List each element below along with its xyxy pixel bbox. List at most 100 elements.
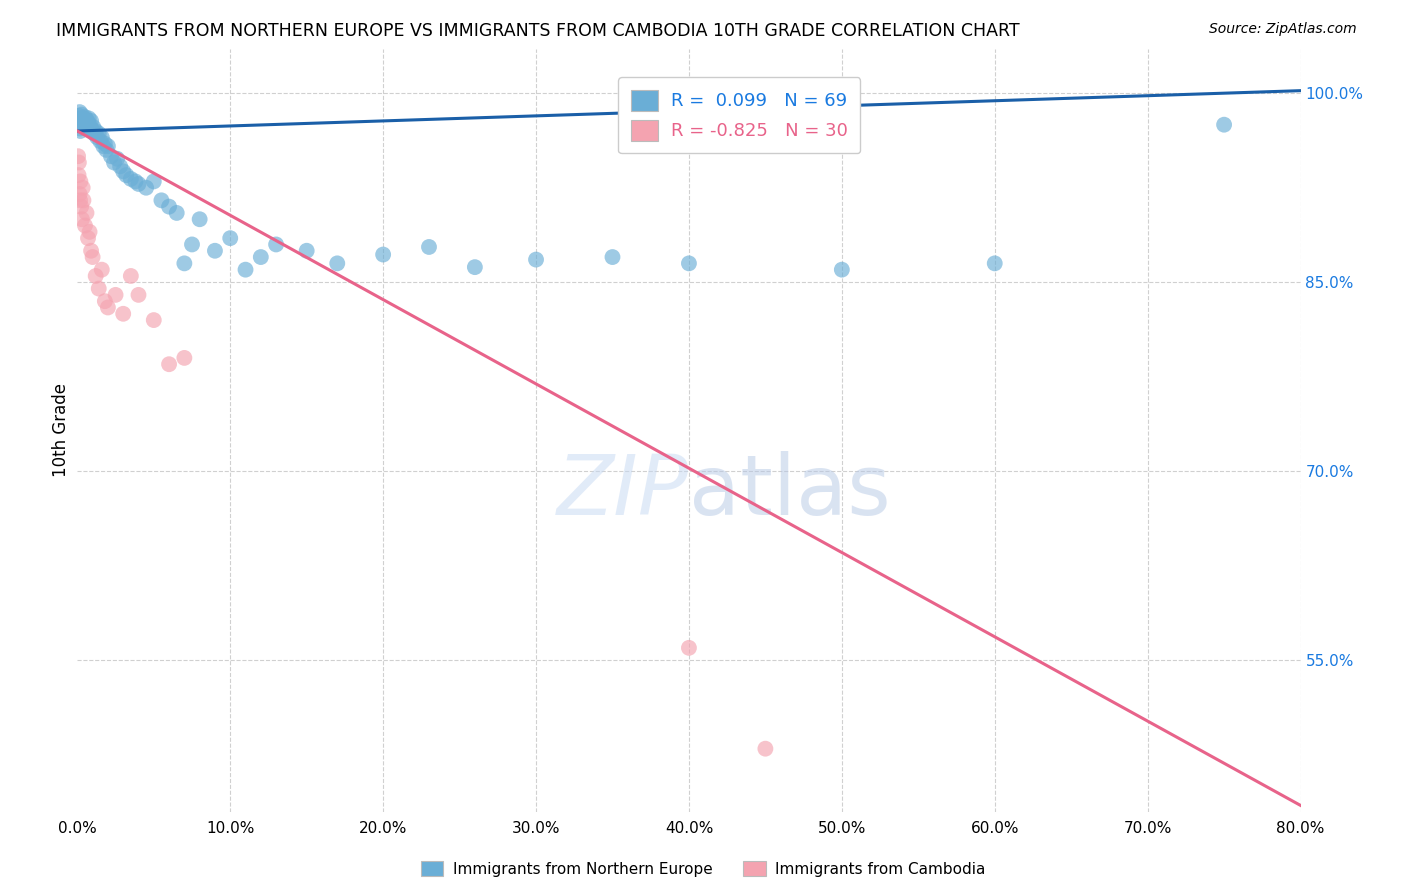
Point	[82, 250, 104, 264]
Point	[67, 168, 90, 182]
Point	[371, 247, 394, 261]
Point	[70, 212, 93, 227]
Point	[326, 256, 349, 270]
Point	[79, 225, 101, 239]
Point	[464, 260, 486, 274]
Point	[97, 301, 120, 315]
Point	[128, 288, 150, 302]
Point	[80, 244, 103, 258]
Point	[70, 118, 93, 132]
Legend: Immigrants from Northern Europe, Immigrants from Cambodia: Immigrants from Northern Europe, Immigra…	[413, 853, 993, 884]
Point	[72, 112, 94, 126]
Text: Source: ZipAtlas.com: Source: ZipAtlas.com	[1209, 22, 1357, 37]
Point	[602, 250, 624, 264]
Point	[69, 121, 91, 136]
Point	[188, 212, 211, 227]
Point	[77, 231, 100, 245]
Point	[94, 294, 117, 309]
Point	[173, 256, 195, 270]
Point	[67, 109, 90, 123]
Point	[166, 206, 188, 220]
Point	[100, 149, 122, 163]
Point	[150, 194, 173, 208]
Point	[142, 174, 165, 188]
Point	[73, 120, 96, 135]
Point	[70, 114, 93, 128]
Point	[77, 115, 100, 129]
Point	[97, 139, 120, 153]
Y-axis label: 10th Grade: 10th Grade	[52, 384, 70, 477]
Point	[90, 262, 112, 277]
Point	[204, 244, 226, 258]
Point	[524, 252, 547, 267]
Point	[82, 120, 104, 135]
Point	[104, 288, 127, 302]
Point	[89, 134, 111, 148]
Point	[142, 313, 165, 327]
Point	[90, 130, 112, 145]
Point	[295, 244, 318, 258]
Point	[69, 174, 91, 188]
Point	[76, 206, 98, 220]
Point	[80, 122, 103, 136]
Point	[67, 155, 90, 169]
Point	[112, 164, 135, 178]
Point	[69, 112, 91, 126]
Point	[82, 124, 104, 138]
Point	[418, 240, 440, 254]
Point	[87, 282, 110, 296]
Point	[72, 180, 94, 194]
Point	[96, 143, 118, 157]
Point	[75, 116, 97, 130]
Point	[264, 237, 287, 252]
Point	[83, 127, 105, 141]
Point	[87, 127, 110, 141]
Point	[157, 357, 180, 371]
Point	[128, 177, 150, 191]
Point	[67, 114, 90, 128]
Legend: R =  0.099   N = 69, R = -0.825   N = 30: R = 0.099 N = 69, R = -0.825 N = 30	[619, 77, 860, 153]
Point	[79, 121, 101, 136]
Point	[77, 112, 100, 126]
Point	[70, 107, 93, 121]
Text: ZIP: ZIP	[557, 450, 689, 532]
Point	[120, 268, 142, 283]
Point	[105, 152, 128, 166]
Point	[181, 237, 204, 252]
Point	[91, 139, 114, 153]
Point	[754, 741, 776, 756]
Point	[72, 194, 94, 208]
Point	[80, 114, 103, 128]
Point	[135, 180, 157, 194]
Point	[76, 119, 98, 133]
Point	[1213, 118, 1236, 132]
Point	[73, 110, 96, 124]
Point	[235, 262, 257, 277]
Point	[70, 200, 93, 214]
Point	[79, 118, 101, 132]
Point	[67, 118, 90, 132]
Point	[124, 174, 146, 188]
Point	[108, 159, 131, 173]
Point	[69, 194, 91, 208]
Point	[67, 149, 90, 163]
Point	[115, 168, 138, 182]
Point	[84, 268, 107, 283]
Point	[94, 136, 117, 151]
Point	[984, 256, 1007, 270]
Point	[69, 187, 91, 202]
Point	[72, 118, 94, 132]
Point	[76, 112, 98, 127]
Text: IMMIGRANTS FROM NORTHERN EUROPE VS IMMIGRANTS FROM CAMBODIA 10TH GRADE CORRELATI: IMMIGRANTS FROM NORTHERN EUROPE VS IMMIG…	[56, 22, 1019, 40]
Point	[86, 130, 108, 145]
Point	[69, 124, 91, 138]
Point	[103, 155, 125, 169]
Point	[69, 105, 91, 120]
Point	[120, 172, 142, 186]
Point	[84, 124, 107, 138]
Point	[73, 219, 96, 233]
Point	[831, 262, 853, 277]
Point	[678, 256, 700, 270]
Point	[112, 307, 135, 321]
Point	[67, 112, 90, 126]
